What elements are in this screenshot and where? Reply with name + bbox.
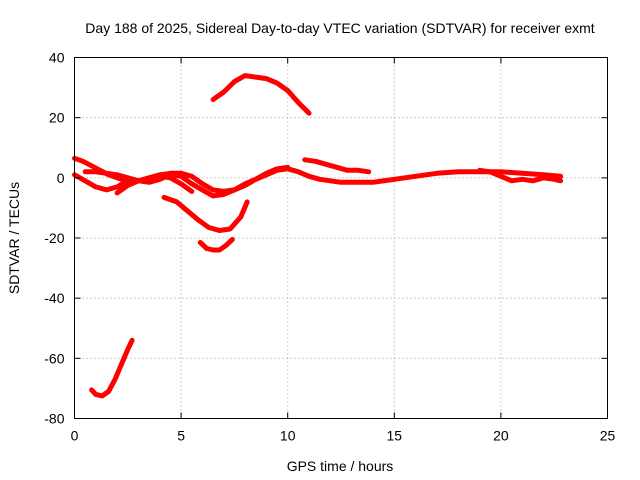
grid-layer <box>74 57 608 419</box>
chart-title: Day 188 of 2025, Sidereal Day-to-day VTE… <box>85 20 594 36</box>
y-tick-label: -60 <box>44 350 64 366</box>
plot-frame <box>74 57 608 419</box>
series-line-segment-9 <box>197 237 235 253</box>
y-axis-label: SDTVAR / TECUs <box>6 182 22 294</box>
series-line-segment-8 <box>161 194 250 233</box>
y-tick-label: -20 <box>44 230 64 246</box>
series-layer <box>72 73 564 399</box>
x-tick-label: 15 <box>387 428 403 444</box>
series-line-segment-4 <box>72 172 131 193</box>
x-tick-label: 0 <box>71 428 79 444</box>
series-line-segment-7 <box>136 173 195 194</box>
y-tick-label: 0 <box>57 170 65 186</box>
x-tick-label: 5 <box>177 428 185 444</box>
x-axis-label: GPS time / hours <box>287 458 394 474</box>
y-tick-label: -80 <box>44 411 64 427</box>
y-tick-label: 40 <box>49 50 65 66</box>
series-line-segment-2 <box>210 73 312 116</box>
x-tick-label: 25 <box>600 428 616 444</box>
tick-layer: 0 5 10 15 20 25 -80 -60 -40 -20 0 20 40 <box>44 50 615 444</box>
series-line-segment-10 <box>302 157 372 175</box>
x-tick-label: 20 <box>493 428 509 444</box>
y-tick-label: 20 <box>49 110 65 126</box>
series-line-segment-1 <box>89 337 135 399</box>
x-tick-label: 10 <box>280 428 296 444</box>
y-tick-label: -40 <box>44 290 64 306</box>
series-line-segment-11 <box>477 167 564 184</box>
